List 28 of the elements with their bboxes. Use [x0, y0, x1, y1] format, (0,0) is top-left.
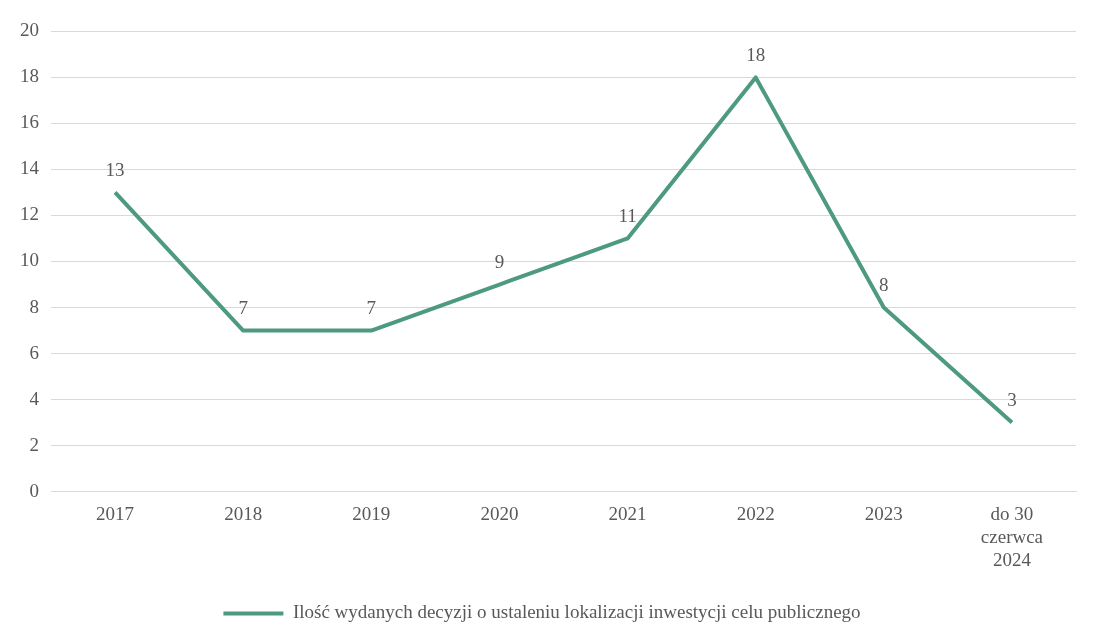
data-label: 11: [618, 204, 637, 226]
y-tick-label: 20: [20, 19, 39, 41]
data-label: 7: [366, 297, 377, 319]
x-tick-label: 2019: [352, 502, 391, 524]
data-label: 7: [238, 297, 248, 319]
x-tick-label: do 30 czerwca 2024: [980, 502, 1044, 570]
y-tick-label: 18: [20, 65, 39, 87]
x-tick-label: 2020: [480, 502, 519, 524]
y-tick-label: 16: [20, 111, 39, 133]
x-tick-label: 2022: [736, 502, 775, 524]
data-label: 8: [879, 274, 889, 295]
y-tick-label: 2: [29, 433, 39, 455]
data-label: 18: [746, 43, 766, 65]
data-label: 13: [105, 158, 125, 180]
x-tick-label: 2017: [96, 502, 135, 524]
y-tick-label: 10: [20, 249, 39, 271]
y-tick-label: 12: [20, 203, 39, 225]
y-tick-label: 0: [29, 479, 39, 501]
legend-label: Ilość wydanych decyzji o ustaleniu lokalizacji inwestycji celu publicznego: [292, 601, 861, 623]
y-tick-label: 8: [29, 295, 39, 317]
y-tick-label: 4: [29, 387, 40, 409]
y-tick-label: 6: [29, 341, 39, 363]
y-tick-label: 14: [20, 157, 40, 179]
data-label: 9: [494, 250, 505, 272]
x-tick-label: 2021: [608, 502, 647, 524]
x-tick-label: 2018: [224, 502, 263, 524]
x-tick-label: 2023: [864, 502, 903, 524]
data-label: 3: [1007, 389, 1017, 411]
